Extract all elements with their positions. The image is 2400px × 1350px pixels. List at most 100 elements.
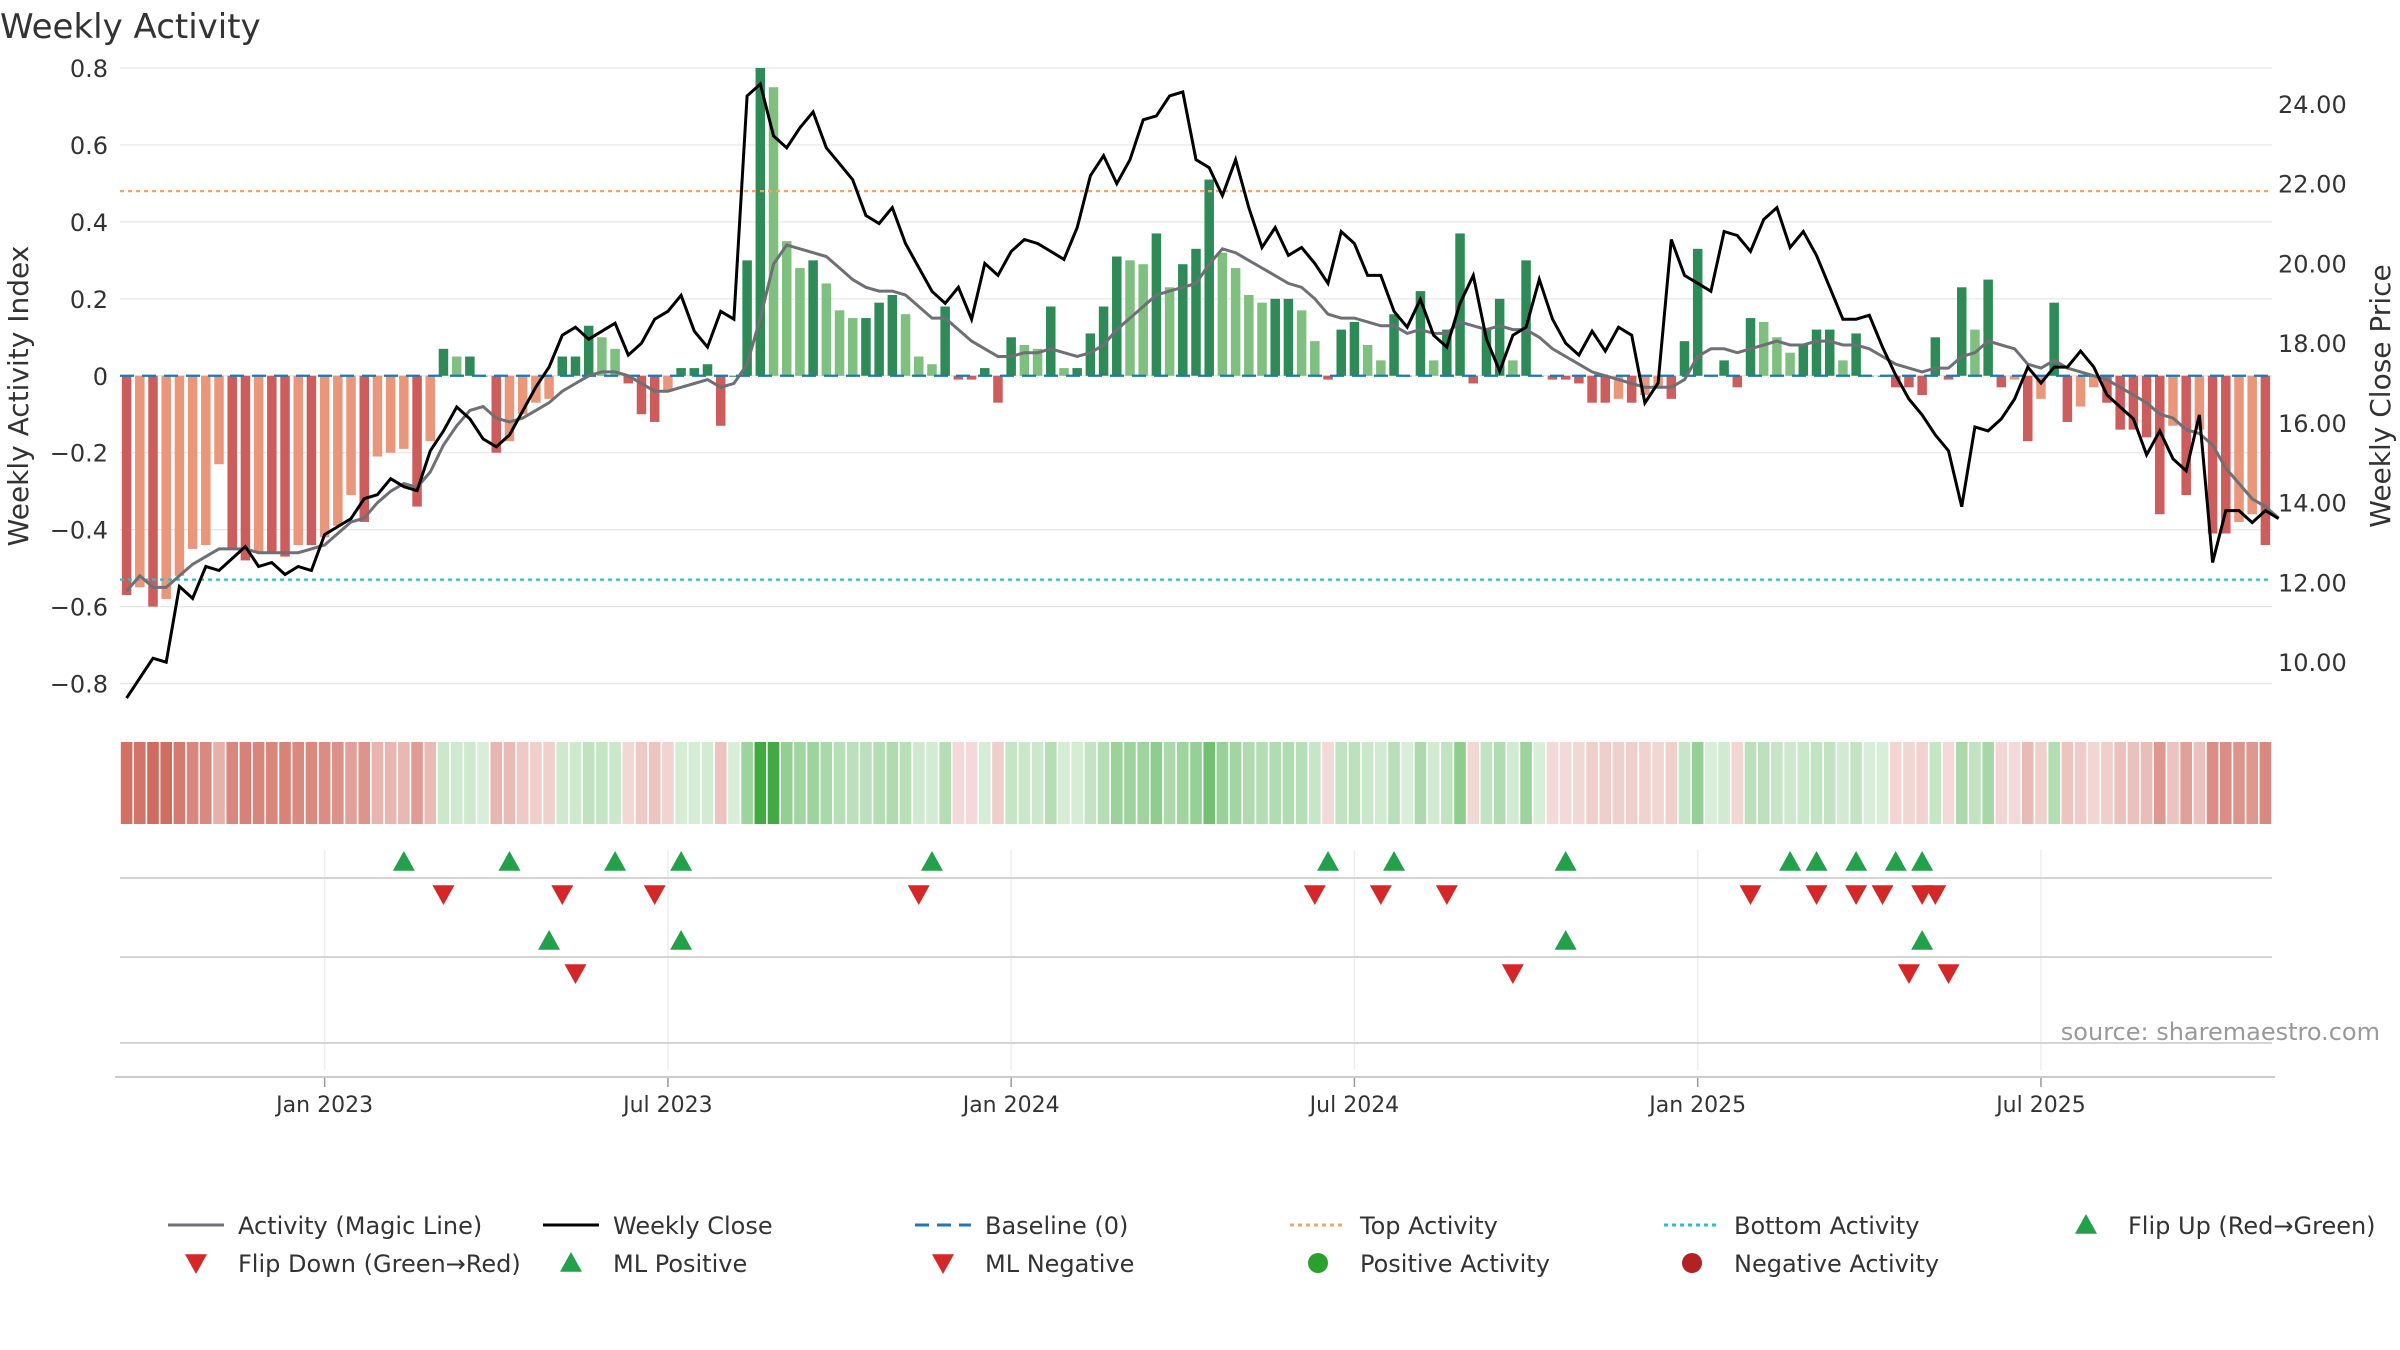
activity-bar — [267, 376, 277, 553]
heat-cell — [1032, 742, 1044, 824]
heat-cell — [1705, 742, 1717, 824]
heat-cell — [1190, 742, 1202, 824]
y2-tick-label: 16.00 — [2278, 410, 2347, 438]
ml-positive-marker — [1555, 930, 1577, 950]
heat-cell — [226, 742, 238, 824]
activity-bar — [1244, 295, 1254, 376]
heat-cell — [121, 742, 133, 824]
heat-cell — [1560, 742, 1572, 824]
heat-cell — [1652, 742, 1664, 824]
flip-down-marker — [1304, 885, 1326, 905]
heat-cell — [821, 742, 833, 824]
legend-down-triangle-icon — [932, 1254, 954, 1274]
activity-bar — [1799, 345, 1809, 376]
heat-cell — [438, 742, 450, 824]
activity-bar — [2063, 376, 2073, 422]
weekly-activity-chart: Weekly Activity Weekly Activity Index We… — [0, 0, 2400, 1350]
heat-cell — [200, 742, 212, 824]
activity-bar — [346, 376, 356, 495]
activity-bar — [650, 376, 660, 422]
activity-bar — [1204, 180, 1214, 376]
x-tick-label: Jul 2025 — [1994, 1093, 2086, 1118]
activity-bar — [822, 283, 832, 375]
heat-cell — [1771, 742, 1783, 824]
heat-cell — [1784, 742, 1796, 824]
activity-bar — [1270, 299, 1280, 376]
heat-cell — [1269, 742, 1281, 824]
heat-cell — [1428, 742, 1440, 824]
heat-cell — [1573, 742, 1585, 824]
heat-cell — [411, 742, 423, 824]
heat-cell — [900, 742, 912, 824]
heat-cell — [464, 742, 476, 824]
heat-cell — [728, 742, 740, 824]
heat-cell — [1005, 742, 1017, 824]
activity-bar — [2234, 376, 2244, 522]
y-tick-label: −0.2 — [50, 440, 108, 468]
activity-bar — [2181, 376, 2191, 495]
activity-bar — [1059, 368, 1069, 376]
heat-cell — [345, 742, 357, 824]
legend-label: Positive Activity — [1360, 1250, 1550, 1278]
heat-cell — [992, 742, 1004, 824]
activity-bar — [399, 376, 409, 449]
heat-cell — [358, 742, 370, 824]
y-tick-label: −0.8 — [50, 671, 108, 699]
heat-cell — [2048, 742, 2060, 824]
heat-cell — [794, 742, 806, 824]
activity-bar — [2023, 376, 2033, 441]
heat-cell — [609, 742, 621, 824]
activity-bar — [1851, 333, 1861, 375]
heat-cell — [2075, 742, 2087, 824]
heat-cell — [953, 742, 965, 824]
activity-bar — [214, 376, 224, 464]
activity-bar — [848, 318, 858, 376]
heat-cell — [1415, 742, 1427, 824]
activity-bar — [1389, 314, 1399, 376]
legend-label: ML Positive — [613, 1250, 747, 1278]
activity-bar — [584, 326, 594, 376]
heat-cell — [2114, 742, 2126, 824]
y2-axis-label: Weekly Close Price — [2364, 264, 2397, 527]
heat-cell — [2009, 742, 2021, 824]
grid-layer — [120, 68, 2272, 1070]
heat-cell — [675, 742, 687, 824]
activity-bar — [1363, 345, 1373, 376]
activity-bar — [2076, 376, 2086, 407]
heat-cell — [477, 742, 489, 824]
heat-cell — [622, 742, 634, 824]
heat-cell — [649, 742, 661, 824]
heat-cell — [715, 742, 727, 824]
ml-negative-marker — [564, 964, 586, 984]
ml-positive-marker — [538, 930, 560, 950]
heat-cell — [939, 742, 951, 824]
activity-bar — [2261, 376, 2271, 545]
heat-cell — [596, 742, 608, 824]
heat-cell — [1441, 742, 1453, 824]
heat-cell — [1956, 742, 1968, 824]
x-tick-label: Jan 2025 — [1647, 1093, 1746, 1118]
flip-down-marker — [908, 885, 930, 905]
heat-cell — [702, 742, 714, 824]
heat-cell — [1058, 742, 1070, 824]
activity-bar — [1627, 376, 1637, 403]
ml-negative-marker — [1938, 964, 1960, 984]
flip-down-marker — [1370, 885, 1392, 905]
heat-cell — [1256, 742, 1268, 824]
activity-bar — [1310, 341, 1320, 376]
activity-bar — [201, 376, 211, 545]
activity-bar — [1376, 360, 1386, 375]
heat-cell — [583, 742, 595, 824]
heat-cell — [1679, 742, 1691, 824]
chart-stage: Weekly Activity Weekly Activity Index We… — [0, 0, 2400, 1350]
signal-panel — [115, 851, 2275, 1077]
activity-bar — [1508, 360, 1518, 375]
activity-bar — [874, 303, 884, 376]
heat-cell — [1969, 742, 1981, 824]
heat-cell — [1520, 742, 1532, 824]
activity-bar — [1429, 360, 1439, 375]
activity-bar — [1257, 303, 1267, 376]
heat-cell — [1388, 742, 1400, 824]
x-tick-label: Jan 2023 — [274, 1093, 373, 1118]
activity-bar — [1997, 376, 2007, 388]
